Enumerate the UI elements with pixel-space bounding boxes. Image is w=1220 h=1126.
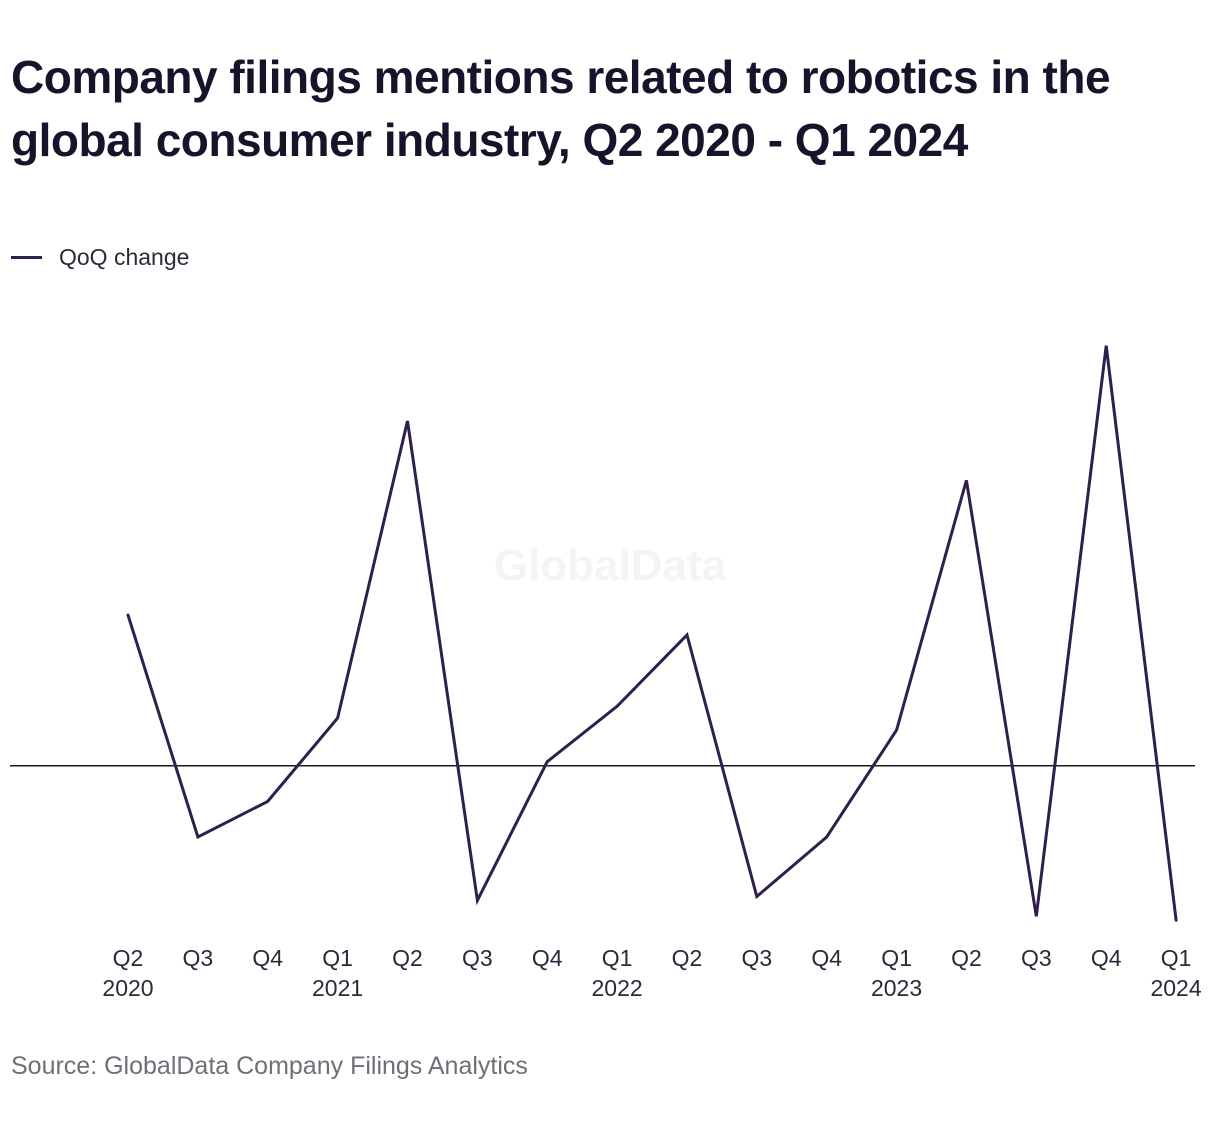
x-tick-year: 2023 <box>871 975 922 1001</box>
data-point-q3-2021 <box>475 898 479 902</box>
data-point-q2-2021 <box>405 419 409 423</box>
x-tick-quarter: Q2 <box>113 945 144 971</box>
x-tick-quarter: Q2 <box>392 945 423 971</box>
data-point-q1-2022 <box>615 704 619 708</box>
x-tick-quarter: Q1 <box>881 945 912 971</box>
legend-label-qoq-change: QoQ change <box>59 243 190 270</box>
chart-title: Company filings mentions related to robo… <box>11 51 1111 166</box>
x-axis-tick-labels: Q2 2020 Q3 Q4 Q1 2021 Q2 Q3 Q4 Q1 2022 Q2 Q3 Q4 Q1 2023… <box>102 945 1201 1001</box>
data-point-q1-2021 <box>336 716 340 720</box>
x-tick-quarter: Q1 <box>322 945 353 971</box>
data-point-q3-2022 <box>755 894 759 898</box>
data-point-q2-2022 <box>685 633 689 637</box>
data-point-q2-2023 <box>964 478 968 482</box>
x-tick-quarter: Q4 <box>252 945 283 971</box>
x-tick-quarter: Q4 <box>811 945 842 971</box>
watermark: GlobalData <box>494 541 727 590</box>
x-tick-quarter: Q3 <box>183 945 214 971</box>
x-tick-year: 2022 <box>592 975 643 1001</box>
data-point-q4-2021 <box>545 760 549 764</box>
x-tick-quarter: Q3 <box>462 945 493 971</box>
x-tick-quarter: Q4 <box>1091 945 1122 971</box>
x-tick-quarter: Q2 <box>672 945 703 971</box>
data-point-q3-2023 <box>1034 914 1038 918</box>
x-tick-year: 2020 <box>102 975 153 1001</box>
legend-swatch-qoq-change <box>11 255 42 259</box>
x-tick-quarter: Q3 <box>741 945 772 971</box>
data-point-q4-2022 <box>825 835 829 839</box>
data-points <box>126 344 1178 923</box>
x-tick-year: 2024 <box>1150 975 1201 1001</box>
x-tick-quarter: Q1 <box>602 945 633 971</box>
data-point-q4-2023 <box>1104 344 1108 348</box>
series-line-qoq-change <box>126 345 1178 922</box>
data-point-q1-2024 <box>1174 918 1178 922</box>
x-tick-quarter: Q4 <box>532 945 563 971</box>
x-tick-quarter: Q3 <box>1021 945 1052 971</box>
data-point-q1-2023 <box>895 728 899 732</box>
x-tick-year: 2021 <box>312 975 363 1001</box>
legend: QoQ change <box>11 241 189 273</box>
x-tick-quarter: Q2 <box>951 945 982 971</box>
x-tick-quarter: Q1 <box>1161 945 1192 971</box>
data-point-q3-2020 <box>196 835 200 839</box>
data-point-q2-2020 <box>126 613 130 617</box>
data-point-q4-2020 <box>266 799 270 803</box>
source-note: Source: GlobalData Company Filings Analy… <box>11 1052 528 1080</box>
